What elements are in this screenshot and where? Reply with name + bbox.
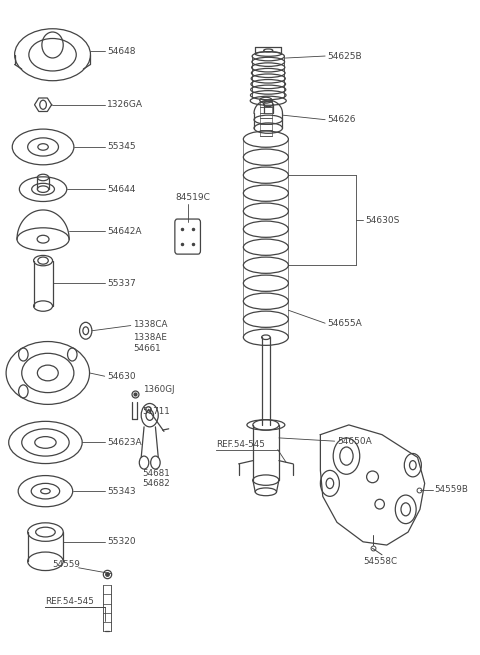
Text: 54650A: 54650A xyxy=(337,437,372,445)
Text: 54642A: 54642A xyxy=(107,227,142,236)
Text: 54644: 54644 xyxy=(107,185,135,194)
Text: 55337: 55337 xyxy=(107,279,136,288)
Text: 54559: 54559 xyxy=(52,560,81,569)
Text: 54630: 54630 xyxy=(107,371,136,381)
Text: 54661: 54661 xyxy=(133,345,161,354)
Text: 54558C: 54558C xyxy=(363,557,397,566)
Text: 54625B: 54625B xyxy=(327,52,362,60)
Text: 51711: 51711 xyxy=(143,407,170,417)
Text: 1326GA: 1326GA xyxy=(107,100,143,109)
Text: 55320: 55320 xyxy=(107,537,136,546)
Text: 54648: 54648 xyxy=(107,47,135,56)
Text: 54626: 54626 xyxy=(327,115,356,124)
Text: 55343: 55343 xyxy=(107,487,136,496)
Text: 55345: 55345 xyxy=(107,142,136,151)
Text: 54559B: 54559B xyxy=(434,485,468,495)
Text: 54682: 54682 xyxy=(143,479,170,488)
Text: 54623A: 54623A xyxy=(107,438,142,447)
Text: REF.54-545: REF.54-545 xyxy=(46,597,94,606)
Text: 54655A: 54655A xyxy=(327,319,362,328)
Text: 1338AE: 1338AE xyxy=(133,333,167,342)
Text: 1360GJ: 1360GJ xyxy=(143,385,174,394)
Text: 84519C: 84519C xyxy=(176,193,211,202)
Text: 54681: 54681 xyxy=(143,469,170,478)
Text: 1338CA: 1338CA xyxy=(133,320,168,329)
Text: 54630S: 54630S xyxy=(365,215,400,225)
Text: REF.54-545: REF.54-545 xyxy=(216,440,265,449)
